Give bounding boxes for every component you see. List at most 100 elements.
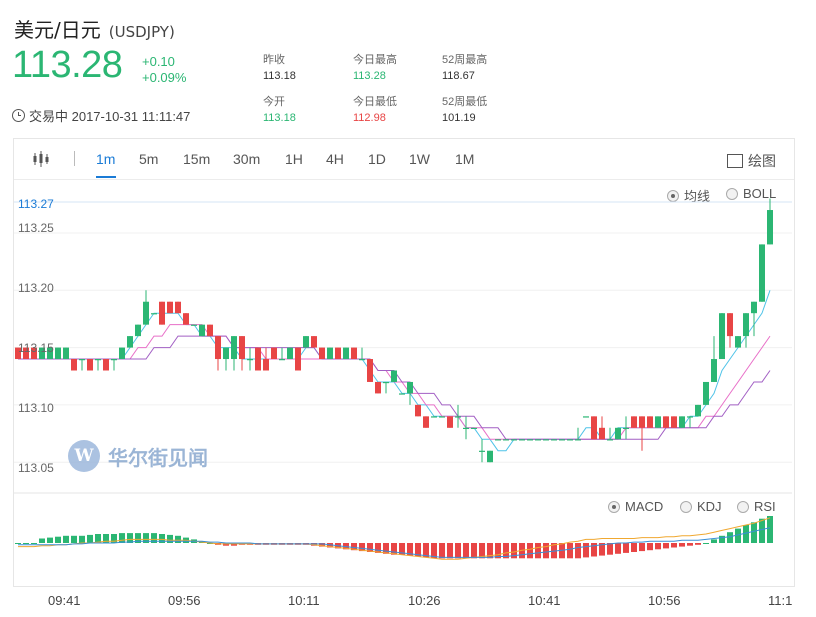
draw-label: 绘图 [748, 153, 776, 169]
last-price: 113.28 [12, 44, 123, 86]
macd-histogram-bar [719, 535, 725, 543]
candle-body [111, 359, 117, 361]
tab-30m[interactable]: 30m [233, 151, 261, 167]
candle-body [695, 404, 701, 417]
radio-dot [737, 500, 749, 513]
status-text: 交易中 2017-10-31 11:11:47 [29, 109, 191, 124]
tab-15m[interactable]: 15m [183, 151, 211, 167]
candle-body [463, 427, 469, 430]
candle-body [231, 336, 237, 360]
candle-body [415, 404, 421, 417]
macd-dif-line [18, 517, 771, 560]
macd-histogram-bar [23, 543, 29, 544]
candle-body [647, 416, 653, 428]
y-tick-label: 113.25 [18, 221, 54, 235]
candle-body [215, 336, 221, 360]
candle-body [375, 381, 381, 394]
radio-dot [667, 189, 679, 202]
indicator-rsi-radio[interactable]: RSI [737, 499, 776, 514]
candle-body [551, 439, 557, 441]
draw-button[interactable]: 绘图 [727, 151, 776, 171]
macd-histogram-bar [743, 525, 749, 543]
macd-histogram-bar [639, 543, 645, 552]
macd-histogram-bar [383, 543, 389, 554]
candle-body [767, 210, 773, 245]
candle-body [519, 439, 525, 441]
candle-body [143, 301, 149, 325]
candle-body [727, 313, 733, 337]
stat-open: 今开 113.18 [263, 96, 296, 124]
macd-histogram-bar [55, 536, 61, 543]
macd-histogram-bar [671, 543, 677, 548]
candle-body [95, 359, 101, 361]
candle-body [335, 347, 341, 360]
tab-1d[interactable]: 1D [368, 151, 386, 167]
chart-toolbar: 1m 5m 15m 30m 1H 4H 1D 1W 1M 绘图 [14, 139, 794, 180]
candle-body [63, 347, 69, 360]
candle-body [167, 301, 173, 314]
candle-body [399, 393, 405, 395]
candle-body [495, 439, 501, 441]
macd-histogram-bar [567, 543, 573, 559]
candle-body [79, 359, 85, 361]
macd-histogram-bar [119, 533, 125, 543]
candle-body [623, 427, 629, 430]
macd-histogram-bar [447, 543, 453, 559]
macd-histogram-bar [375, 543, 381, 553]
macd-histogram-bar [135, 533, 141, 543]
candle-body [15, 347, 21, 360]
macd-histogram-bar [415, 543, 421, 557]
macd-histogram-bar [615, 543, 621, 554]
tab-5m[interactable]: 5m [139, 151, 159, 167]
macd-histogram-bar [367, 543, 373, 552]
tab-4h[interactable]: 4H [326, 151, 344, 167]
indicator-kdj-radio[interactable]: KDJ [680, 499, 722, 514]
active-tab-indicator [96, 176, 116, 178]
macd-histogram-bar [695, 543, 701, 545]
toolbar-divider [74, 151, 75, 166]
macd-histogram-bar [95, 534, 101, 543]
macd-histogram-bar [407, 543, 413, 556]
tab-1m[interactable]: 1m [96, 151, 116, 167]
candle-body [279, 359, 285, 361]
macd-histogram-bar [455, 543, 461, 559]
candle-body [271, 347, 277, 360]
macd-histogram-bar [399, 543, 405, 555]
tab-1h[interactable]: 1H [285, 151, 303, 167]
candle-body [455, 416, 461, 418]
market-status: 交易中 2017-10-31 11:11:47 [12, 106, 190, 125]
tab-1w[interactable]: 1W [409, 151, 430, 167]
stat-day-high: 今日最高 113.28 [353, 54, 397, 82]
candle-body [351, 347, 357, 360]
radio-dot [608, 500, 620, 513]
macd-histogram-bar [359, 543, 365, 552]
indicator-boll-radio[interactable]: BOLL [726, 186, 776, 201]
macd-histogram-bar [759, 518, 765, 543]
macd-histogram-bar [47, 537, 53, 543]
macd-histogram-bar [767, 516, 773, 543]
candlestick-icon[interactable] [32, 151, 50, 167]
candle-body [359, 359, 365, 361]
macd-histogram-bar [495, 543, 501, 559]
candle-body [159, 301, 165, 325]
candle-body [31, 347, 37, 360]
candle-body [503, 439, 509, 441]
tab-1mo[interactable]: 1M [455, 151, 475, 167]
macd-histogram-bar [575, 543, 581, 559]
candle-body [575, 439, 581, 441]
macd-histogram-bar [15, 543, 21, 544]
macd-histogram-bar [631, 543, 637, 552]
candle-body [407, 381, 413, 394]
x-tick-label: 09:41 [48, 593, 81, 608]
clock-icon [12, 109, 25, 122]
candle-body [263, 359, 269, 371]
indicator-ma-radio[interactable]: 均线 [667, 186, 710, 205]
macd-histogram-bar [431, 543, 437, 559]
candle-body [71, 359, 77, 371]
macd-histogram-bar [439, 543, 445, 559]
macd-histogram-bar [687, 543, 693, 546]
indicator-macd-radio[interactable]: MACD [608, 499, 663, 514]
macd-histogram-bar [727, 532, 733, 543]
candle-body [239, 336, 245, 360]
